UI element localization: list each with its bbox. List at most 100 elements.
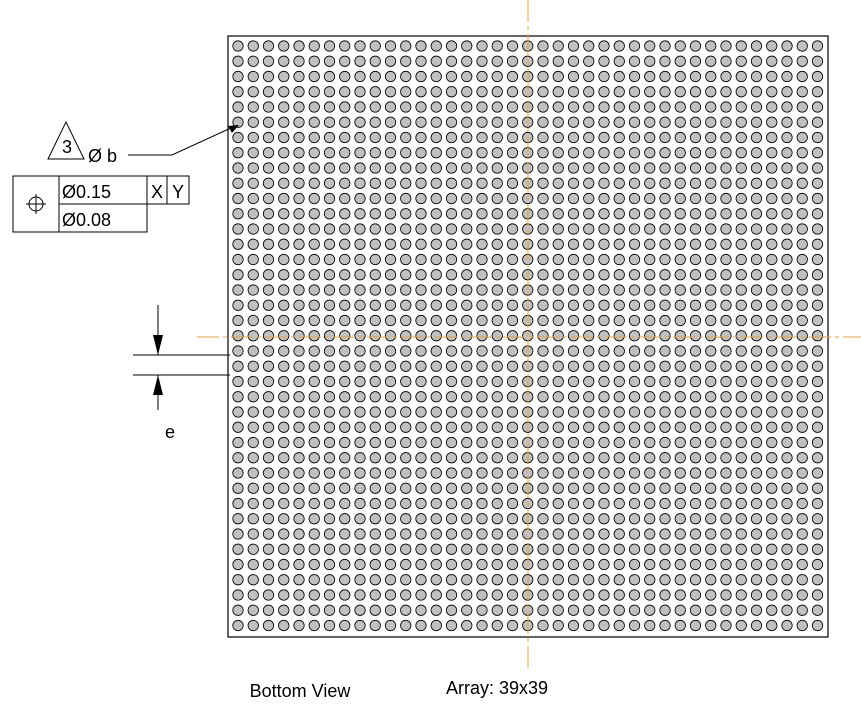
solder-ball xyxy=(674,558,686,571)
solder-ball xyxy=(796,497,808,510)
solder-ball xyxy=(506,70,519,83)
solder-ball xyxy=(628,421,641,433)
solder-ball xyxy=(567,513,580,525)
solder-ball xyxy=(659,574,671,586)
solder-ball xyxy=(689,330,702,342)
solder-ball xyxy=(293,619,305,632)
solder-ball xyxy=(598,467,610,479)
solder-ball xyxy=(400,162,412,174)
solder-ball xyxy=(262,406,275,418)
solder-ball xyxy=(537,330,549,342)
solder-ball xyxy=(796,208,808,220)
solder-ball xyxy=(583,284,595,296)
solder-ball xyxy=(400,223,412,235)
solder-ball xyxy=(705,421,717,433)
solder-ball xyxy=(415,238,427,250)
solder-ball xyxy=(689,70,702,83)
solder-ball xyxy=(430,406,442,418)
solder-ball xyxy=(583,101,595,113)
solder-ball xyxy=(339,497,351,510)
solder-ball xyxy=(735,421,747,433)
solder-ball xyxy=(781,330,793,342)
solder-ball xyxy=(811,497,824,510)
solder-ball xyxy=(476,619,488,632)
solder-ball xyxy=(613,436,625,449)
solder-ball xyxy=(278,467,290,479)
solder-ball xyxy=(262,360,275,372)
solder-ball xyxy=(674,497,686,510)
solder-ball xyxy=(705,55,717,67)
solder-ball xyxy=(750,528,763,540)
solder-ball xyxy=(613,116,625,128)
solder-ball xyxy=(781,269,793,281)
solder-ball xyxy=(598,116,610,128)
solder-ball xyxy=(445,40,458,52)
solder-ball xyxy=(659,375,671,388)
solder-ball xyxy=(567,497,580,510)
solder-ball xyxy=(354,223,366,235)
solder-ball xyxy=(308,299,320,311)
solder-ball xyxy=(720,604,732,616)
solder-ball xyxy=(750,513,763,525)
solder-ball xyxy=(354,40,366,52)
solder-ball xyxy=(735,238,747,250)
solder-ball xyxy=(323,131,336,144)
solder-ball xyxy=(628,497,641,510)
solder-ball xyxy=(339,452,351,464)
solder-ball xyxy=(552,406,564,418)
solder-ball xyxy=(766,101,778,113)
solder-ball xyxy=(339,86,351,98)
solder-ball xyxy=(644,330,656,342)
solder-ball xyxy=(628,253,641,266)
solder-ball xyxy=(430,131,442,144)
solder-ball xyxy=(781,299,793,311)
solder-ball xyxy=(659,619,671,632)
solder-ball xyxy=(415,147,427,159)
solder-ball xyxy=(537,360,549,372)
solder-ball xyxy=(369,192,381,205)
solder-ball xyxy=(339,528,351,540)
solder-ball xyxy=(308,391,320,403)
solder-ball xyxy=(811,574,824,586)
solder-ball xyxy=(613,299,625,311)
solder-ball xyxy=(781,467,793,479)
solder-ball xyxy=(537,604,549,616)
solder-ball xyxy=(628,101,641,113)
solder-ball xyxy=(750,269,763,281)
solder-ball xyxy=(369,40,381,52)
solder-ball xyxy=(278,40,290,52)
solder-ball xyxy=(613,619,625,632)
solder-ball xyxy=(247,223,259,235)
solder-ball xyxy=(552,589,564,601)
solder-ball xyxy=(354,436,366,449)
array-label: Array: 39x39 xyxy=(446,678,548,698)
solder-ball xyxy=(766,589,778,601)
solder-ball xyxy=(735,452,747,464)
solder-ball xyxy=(445,497,458,510)
solder-ball xyxy=(598,330,610,342)
solder-ball xyxy=(369,55,381,67)
solder-ball xyxy=(674,223,686,235)
solder-ball xyxy=(400,70,412,83)
solder-ball xyxy=(369,513,381,525)
solder-ball xyxy=(339,269,351,281)
solder-ball xyxy=(537,101,549,113)
solder-ball xyxy=(354,55,366,67)
solder-ball xyxy=(628,269,641,281)
solder-ball xyxy=(430,391,442,403)
solder-ball xyxy=(659,86,671,98)
solder-ball xyxy=(430,589,442,601)
solder-ball xyxy=(506,604,519,616)
solder-ball xyxy=(308,330,320,342)
solder-ball xyxy=(537,238,549,250)
solder-ball xyxy=(781,421,793,433)
solder-ball xyxy=(750,299,763,311)
solder-ball xyxy=(720,375,732,388)
solder-ball xyxy=(232,345,244,357)
solder-ball xyxy=(705,101,717,113)
solder-ball xyxy=(705,558,717,571)
solder-ball xyxy=(567,192,580,205)
solder-ball xyxy=(567,116,580,128)
solder-ball xyxy=(811,86,824,98)
solder-ball xyxy=(567,589,580,601)
